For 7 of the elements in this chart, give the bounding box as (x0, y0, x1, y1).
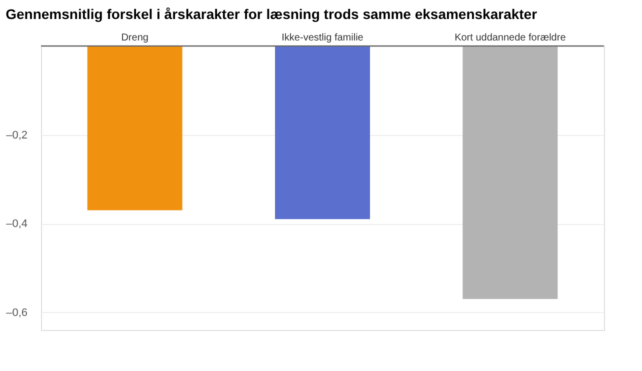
y-tick-label: –0,4 (6, 218, 28, 230)
chart-title: Gennemsnitlig forskel i årskarakter for læsning trods samme eksamenskarakter (6, 6, 538, 22)
x-tick-label: Kort uddannede forældre (454, 32, 566, 44)
x-tick-label: Ikke-vestlig familie (282, 32, 364, 44)
y-tick-label: –0,2 (6, 129, 28, 142)
y-tick-label: –0,6 (6, 306, 28, 319)
x-tick-label: Dreng (121, 32, 148, 44)
